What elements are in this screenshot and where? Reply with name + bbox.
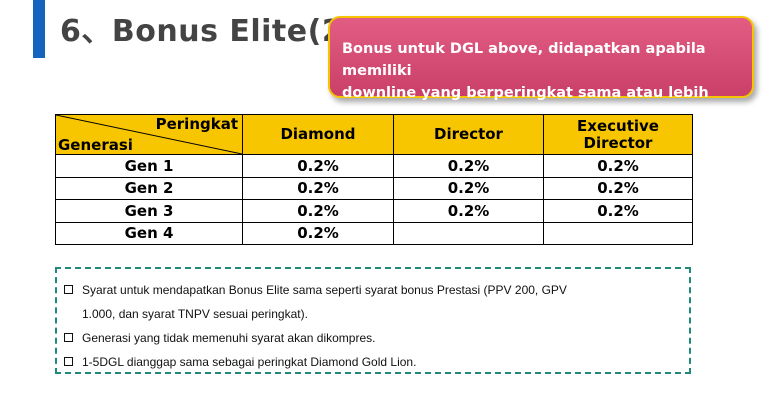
table-cell [543, 221, 693, 245]
checkbox-bullet-icon [64, 357, 73, 366]
checkbox-bullet-icon [64, 333, 73, 342]
table-cell: 0.2% [543, 199, 693, 223]
note-item: Generasi yang tidak memenuhi syarat akan… [64, 326, 679, 350]
row-label: Gen 2 [55, 176, 243, 200]
note-item: Syarat untuk mendapatkan Bonus Elite sam… [64, 278, 679, 326]
row-label: Gen 1 [55, 154, 243, 178]
table-cell [393, 221, 544, 245]
table-row: Gen 2 0.2% 0.2% 0.2% [55, 176, 693, 200]
table-row: Gen 1 0.2% 0.2% 0.2% [55, 154, 693, 178]
header-generasi: Generasi [58, 136, 133, 154]
table-cell: 0.2% [543, 154, 693, 178]
diagonal-line [56, 115, 242, 154]
note-text: Generasi yang tidak memenuhi syarat akan… [82, 331, 376, 345]
callout-box: Bonus untuk DGL above, didapatkan apabil… [328, 16, 754, 123]
note-line: 1.000, dan syarat TNPV sesuai peringkat)… [82, 307, 308, 321]
table-cell: 0.2% [543, 176, 693, 200]
callout-line-1: Bonus untuk DGL above, didapatkan apabil… [342, 41, 706, 79]
table-cell: 0.2% [242, 221, 394, 245]
note-item: 1-5DGL dianggap sama sebagai peringkat D… [64, 350, 679, 374]
table-cell: 0.2% [242, 199, 394, 223]
diagonal-header-cell: Peringkat Generasi [55, 114, 243, 155]
col-header-diamond: Diamond [242, 114, 394, 155]
table-header-row: Peringkat Generasi Diamond Director Exec… [55, 114, 693, 155]
note-text: 1-5DGL dianggap sama sebagai peringkat D… [82, 355, 417, 369]
col-header-director: Director [393, 114, 544, 155]
col-header-executive-director: Executive Director [543, 114, 693, 155]
notes-box: Syarat untuk mendapatkan Bonus Elite sam… [55, 267, 691, 374]
row-label: Gen 3 [55, 199, 243, 223]
table-cell: 0.2% [393, 199, 544, 223]
row-label: Gen 4 [55, 221, 243, 245]
note-line: Syarat untuk mendapatkan Bonus Elite sam… [82, 283, 567, 297]
accent-bar [33, 0, 45, 58]
header-peringkat: Peringkat [155, 115, 238, 133]
table-row: Gen 4 0.2% [55, 221, 693, 245]
table-row: Gen 3 0.2% 0.2% 0.2% [55, 199, 693, 223]
bonus-table: Peringkat Generasi Diamond Director Exec… [55, 114, 693, 245]
note-text: Syarat untuk mendapatkan Bonus Elite sam… [82, 278, 567, 326]
table-cell: 0.2% [242, 154, 394, 178]
table-cell: 0.2% [242, 176, 394, 200]
table-cell: 0.2% [393, 154, 544, 178]
checkbox-bullet-icon [64, 285, 73, 294]
table-cell: 0.2% [393, 176, 544, 200]
